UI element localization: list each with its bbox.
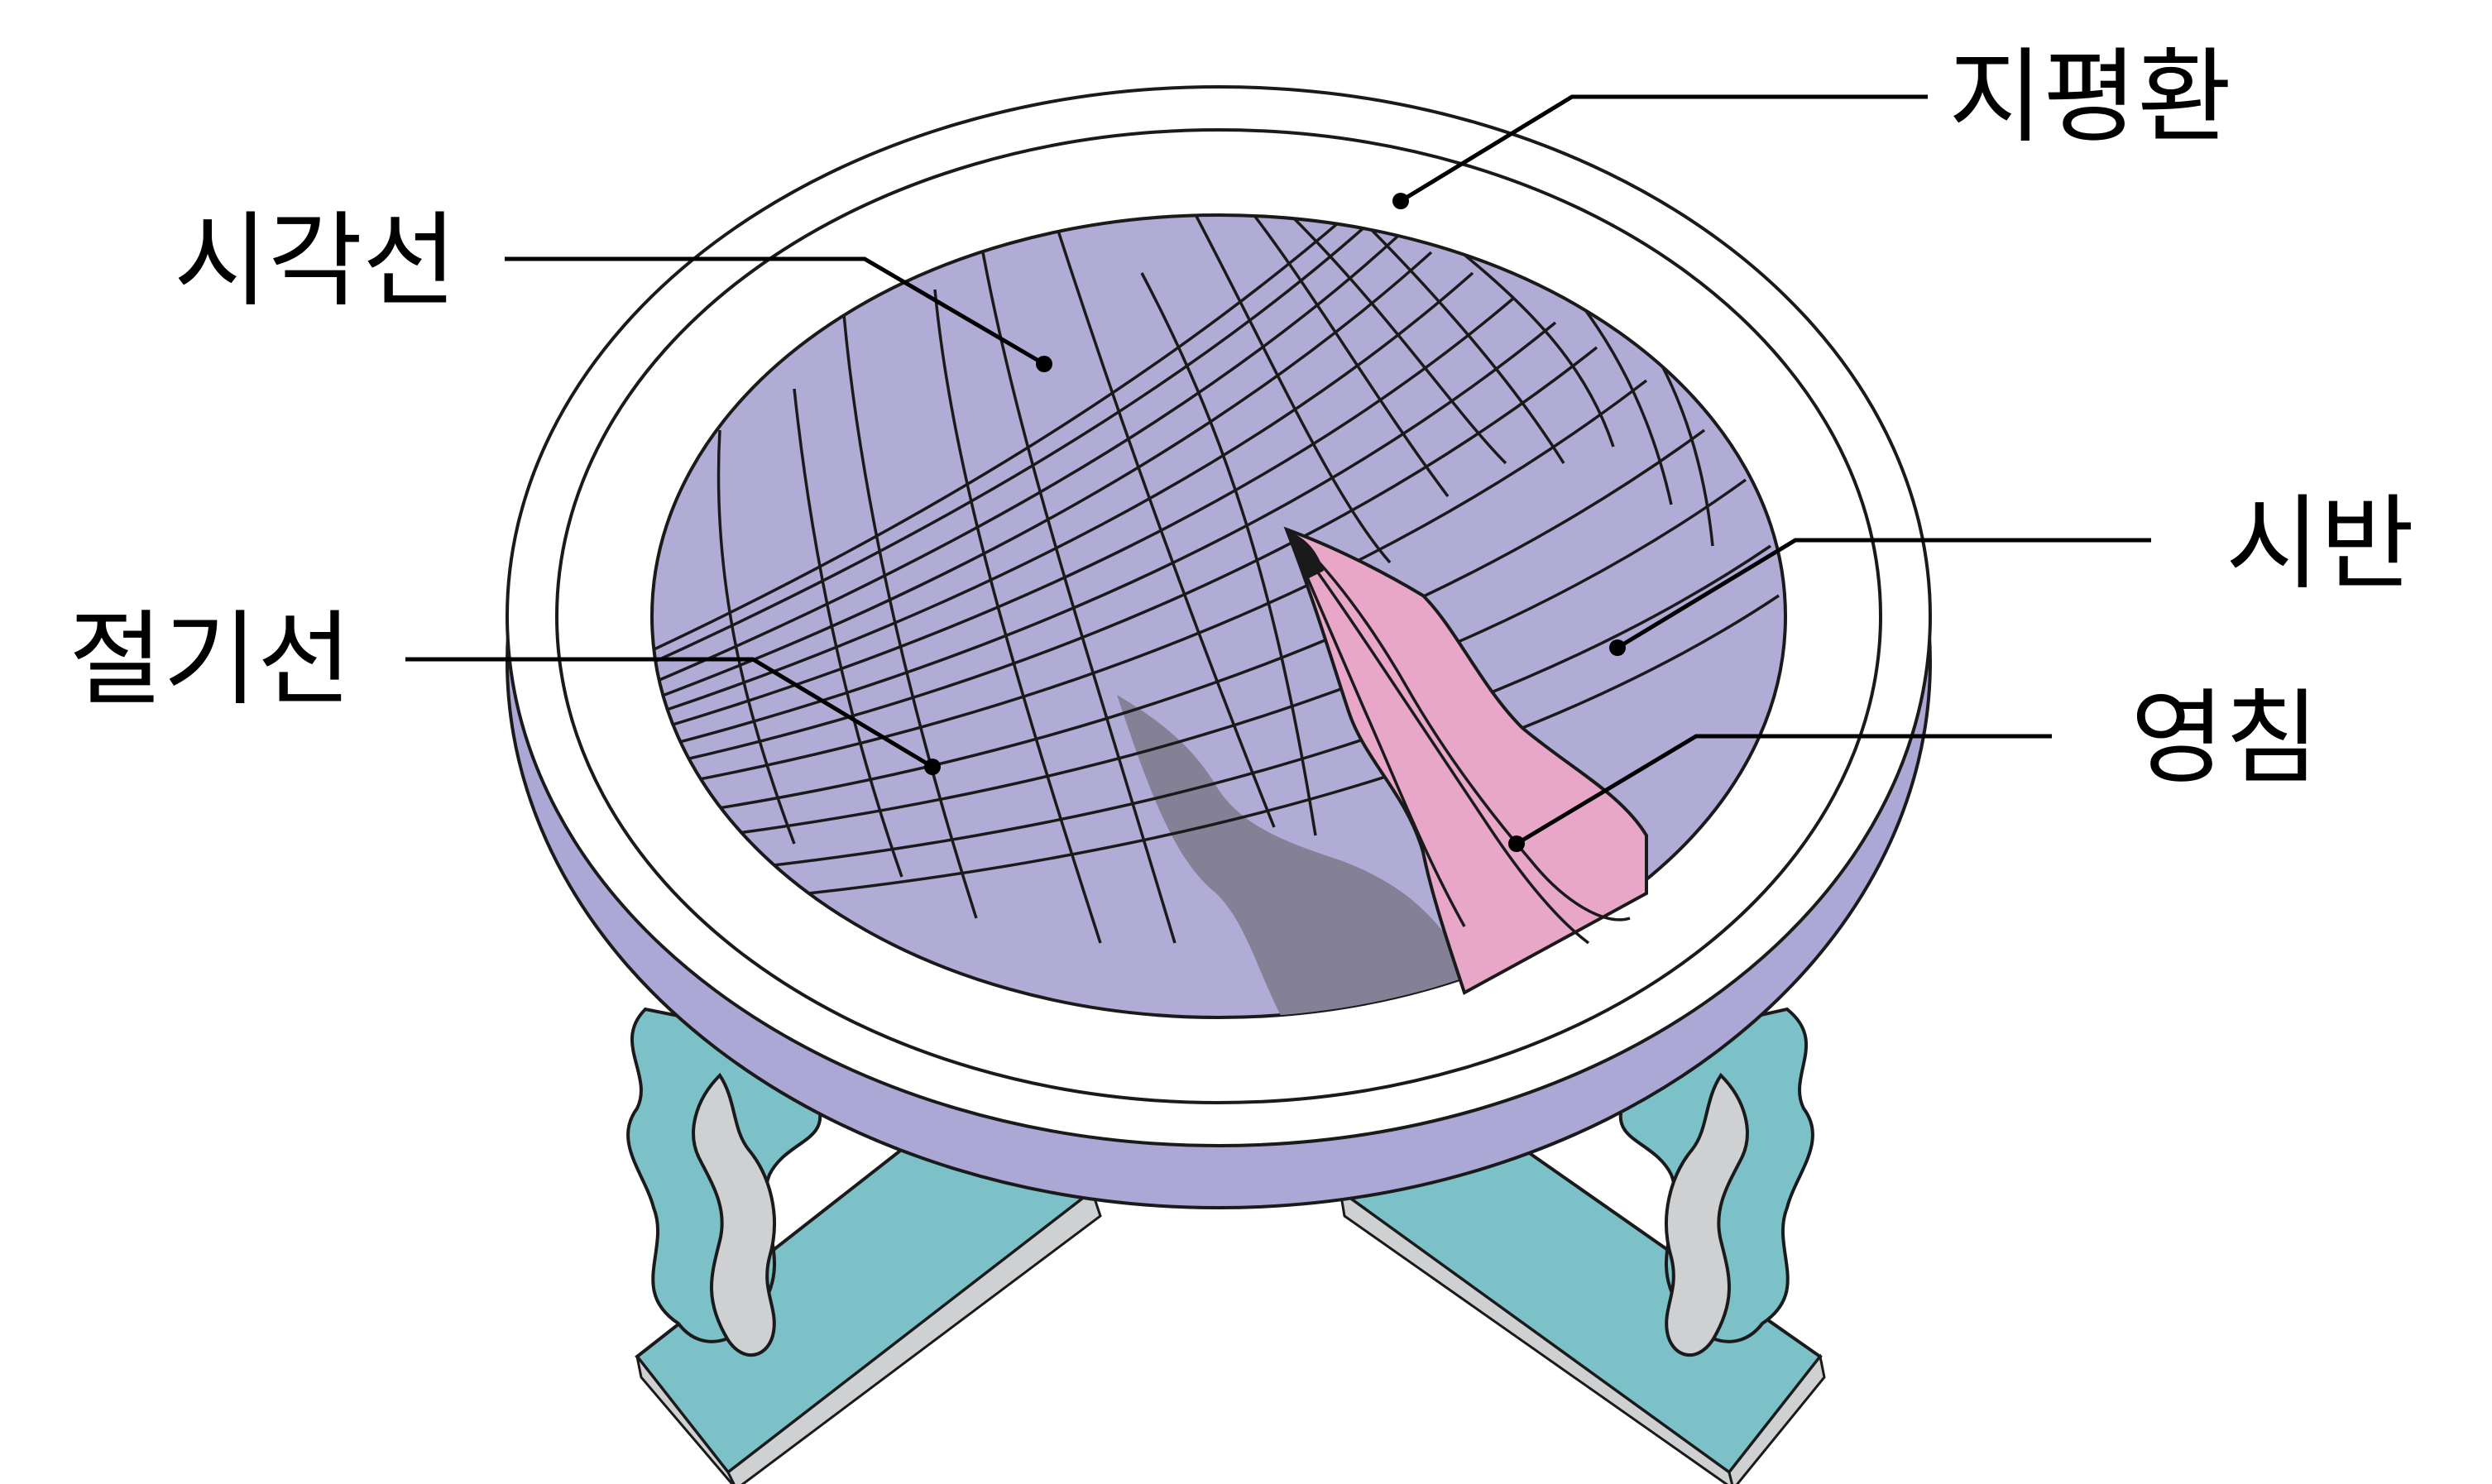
hour-lines [716,215,1714,944]
callout-dial-plate: 시반 [1609,485,2414,656]
left-leg [626,1007,822,1357]
callout-hour-lines: 시각선 [174,202,1052,372]
dial-plate [650,213,1787,1019]
solar-term-lines [652,215,1780,899]
label-horizon-ring: 지평환 [1948,38,2231,157]
label-solar-term-lines: 절기선 [69,601,352,720]
callout-horizon-ring: 지평환 [1392,38,2231,209]
gnomon [1283,526,1648,995]
callout-gnomon: 영침 [1508,679,2319,852]
label-dial-plate: 시반 [2226,485,2414,604]
label-hour-lines: 시각선 [174,202,457,321]
label-gnomon: 영침 [2130,679,2319,798]
callout-solar-term-lines: 절기선 [69,601,941,775]
gnomon-shadow [1117,695,1473,1017]
right-leg [1618,1007,1814,1357]
